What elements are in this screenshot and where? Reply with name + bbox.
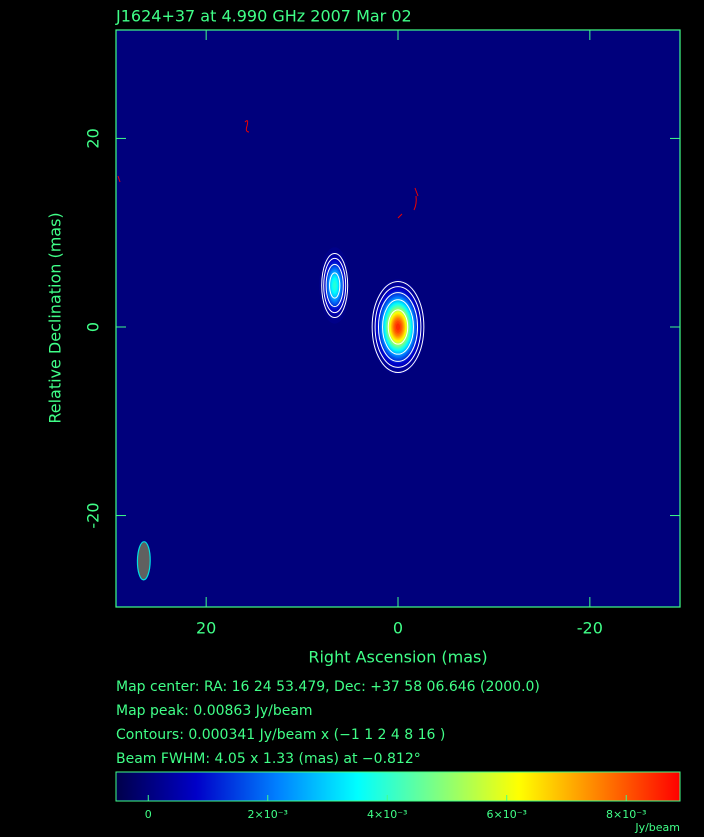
x-tick-label: -20 [577,619,603,638]
map-image [116,30,680,607]
colorbar-tick-label: 2×10⁻³ [248,808,288,821]
info-line: Contours: 0.000341 Jy/beam x (−1 1 2 4 8… [116,727,445,743]
x-tick-label: 20 [196,619,216,638]
colorbar-tick-label: 4×10⁻³ [367,808,407,821]
colorbar-tick-label: 0 [145,808,152,821]
y-tick-label: 20 [84,128,103,148]
y-tick-label: 0 [84,322,103,332]
chart-title: J1624+37 at 4.990 GHz 2007 Mar 02 [115,7,412,26]
x-tick-label: 0 [393,619,403,638]
colorbar-tick-label: 8×10⁻³ [606,808,646,821]
info-line: Beam FWHM: 4.05 x 1.33 (mas) at −0.812° [116,751,421,767]
component-fill [334,283,336,289]
chart: J1624+37 at 4.990 GHz 2007 Mar 02 Right … [0,0,704,837]
beam [137,542,150,580]
y-tick-label: -20 [84,502,103,528]
colorbar-tick-label: 6×10⁻³ [487,808,527,821]
component-fill [396,323,400,330]
y-axis-label: Relative Declination (mas) [46,212,65,423]
colorbar [116,772,680,801]
info-line: Map peak: 0.00863 Jy/beam [116,703,313,719]
colorbar-unit: Jy/beam [634,821,680,834]
info-line: Map center: RA: 16 24 53.479, Dec: +37 5… [116,679,540,695]
x-axis-label: Right Ascension (mas) [308,648,487,667]
